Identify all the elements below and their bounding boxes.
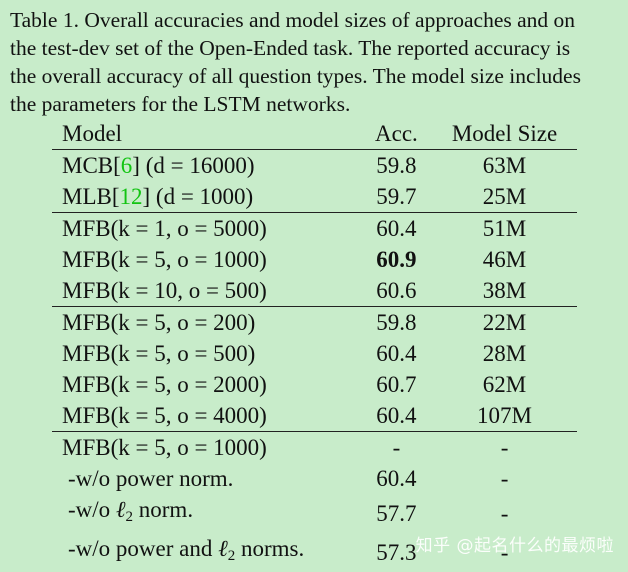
model-size-cell: 107M xyxy=(477,403,532,428)
accuracy-cell: 59.8 xyxy=(360,149,433,181)
caption-line: Table 1. Overall accuracies and model si… xyxy=(10,8,576,32)
table-row: MFB(k = 1, o = 5000) 60.4 51M xyxy=(52,212,577,244)
model-cell: MCB[6] (d = 16000) xyxy=(52,149,361,181)
model-size-cell: - xyxy=(500,501,509,526)
table-row: MFB(k = 5, o = 4000) 60.4 107M xyxy=(52,400,577,432)
accuracy-cell: 60.6 xyxy=(376,278,417,303)
table-header-row: Model Acc. Model Size xyxy=(52,118,577,150)
model-size-cell: 38M xyxy=(482,278,527,303)
table-row: -w/o power and ℓ2 norms. 57.3 - xyxy=(52,533,577,572)
results-table: Model Acc. Model Size MCB[6] (d = 16000)… xyxy=(52,118,577,572)
model-size-cell: 28M xyxy=(482,341,527,366)
citation-link[interactable]: 6 xyxy=(120,153,133,178)
accuracy-cell: 60.7 xyxy=(376,372,417,397)
model-cell: MFB(k = 1, o = 5000) xyxy=(52,212,361,244)
accuracy-cell-best: 60.9 xyxy=(376,247,417,272)
model-size-cell: 46M xyxy=(482,247,527,272)
accuracy-cell: 57.7 xyxy=(376,501,417,526)
table-row: MFB(k = 10, o = 500) 60.6 38M xyxy=(52,275,577,307)
model-cell: -w/o power and ℓ2 norms. xyxy=(68,536,305,564)
model-size-cell: - xyxy=(432,431,577,463)
model-size-cell: 22M xyxy=(432,306,577,338)
table-row: -w/o power norm. 60.4 - xyxy=(52,463,577,494)
model-size-cell: - xyxy=(500,466,509,491)
results-table-container: Model Acc. Model Size MCB[6] (d = 16000)… xyxy=(52,118,577,572)
caption-line: the test-dev set of the Open-Ended task.… xyxy=(10,36,571,60)
model-cell: MFB(k = 5, o = 1000) xyxy=(52,431,361,463)
watermark: 知乎 @起名什么的最烦啦 xyxy=(415,536,614,556)
accuracy-cell: 60.4 xyxy=(376,403,417,428)
model-size-cell: 63M xyxy=(432,149,577,181)
model-cell: MFB(k = 5, o = 200) xyxy=(52,306,361,338)
table-row: -w/o ℓ2 norm. 57.7 - xyxy=(52,494,577,533)
model-cell: MLB[12] (d = 1000) xyxy=(62,184,254,209)
table-caption: Table 1. Overall accuracies and model si… xyxy=(10,6,622,118)
table-row: MLB[12] (d = 1000) 59.7 25M xyxy=(52,181,577,213)
model-size-cell: 25M xyxy=(482,184,527,209)
model-cell: MFB(k = 10, o = 500) xyxy=(62,278,267,303)
table-row: MFB(k = 5, o = 1000) 60.9 46M xyxy=(52,244,577,275)
accuracy-cell: - xyxy=(360,431,433,463)
model-cell: MFB(k = 5, o = 2000) xyxy=(62,372,267,397)
accuracy-cell: 59.8 xyxy=(360,306,433,338)
model-cell: MFB(k = 5, o = 500) xyxy=(62,341,256,366)
header-model-size: Model Size xyxy=(451,121,558,146)
table-row: MFB(k = 5, o = 2000) 60.7 62M xyxy=(52,369,577,400)
model-cell: -w/o power norm. xyxy=(68,466,234,491)
model-size-cell: 51M xyxy=(432,212,577,244)
model-cell: MFB(k = 5, o = 4000) xyxy=(62,403,267,428)
header-accuracy: Acc. xyxy=(375,121,418,146)
table-row: MFB(k = 5, o = 1000) - - xyxy=(52,431,577,463)
accuracy-cell: 60.4 xyxy=(376,466,417,491)
model-cell: MFB(k = 5, o = 1000) xyxy=(62,247,267,272)
caption-line: the parameters for the LSTM networks. xyxy=(10,92,351,116)
accuracy-cell: 57.3 xyxy=(376,540,417,565)
table-row: MCB[6] (d = 16000) 59.8 63M xyxy=(52,149,577,181)
model-cell: -w/o ℓ2 norm. xyxy=(68,497,194,525)
citation-link[interactable]: 12 xyxy=(119,184,143,209)
table-row: MFB(k = 5, o = 200) 59.8 22M xyxy=(52,306,577,338)
model-size-cell: 62M xyxy=(482,372,527,397)
table-row: MFB(k = 5, o = 500) 60.4 28M xyxy=(52,338,577,369)
accuracy-cell: 59.7 xyxy=(376,184,417,209)
header-model: Model xyxy=(62,121,123,146)
accuracy-cell: 60.4 xyxy=(376,341,417,366)
accuracy-cell: 60.4 xyxy=(360,212,433,244)
caption-line: the overall accuracy of all question typ… xyxy=(10,64,581,88)
model-size-cell: - xyxy=(500,540,509,565)
